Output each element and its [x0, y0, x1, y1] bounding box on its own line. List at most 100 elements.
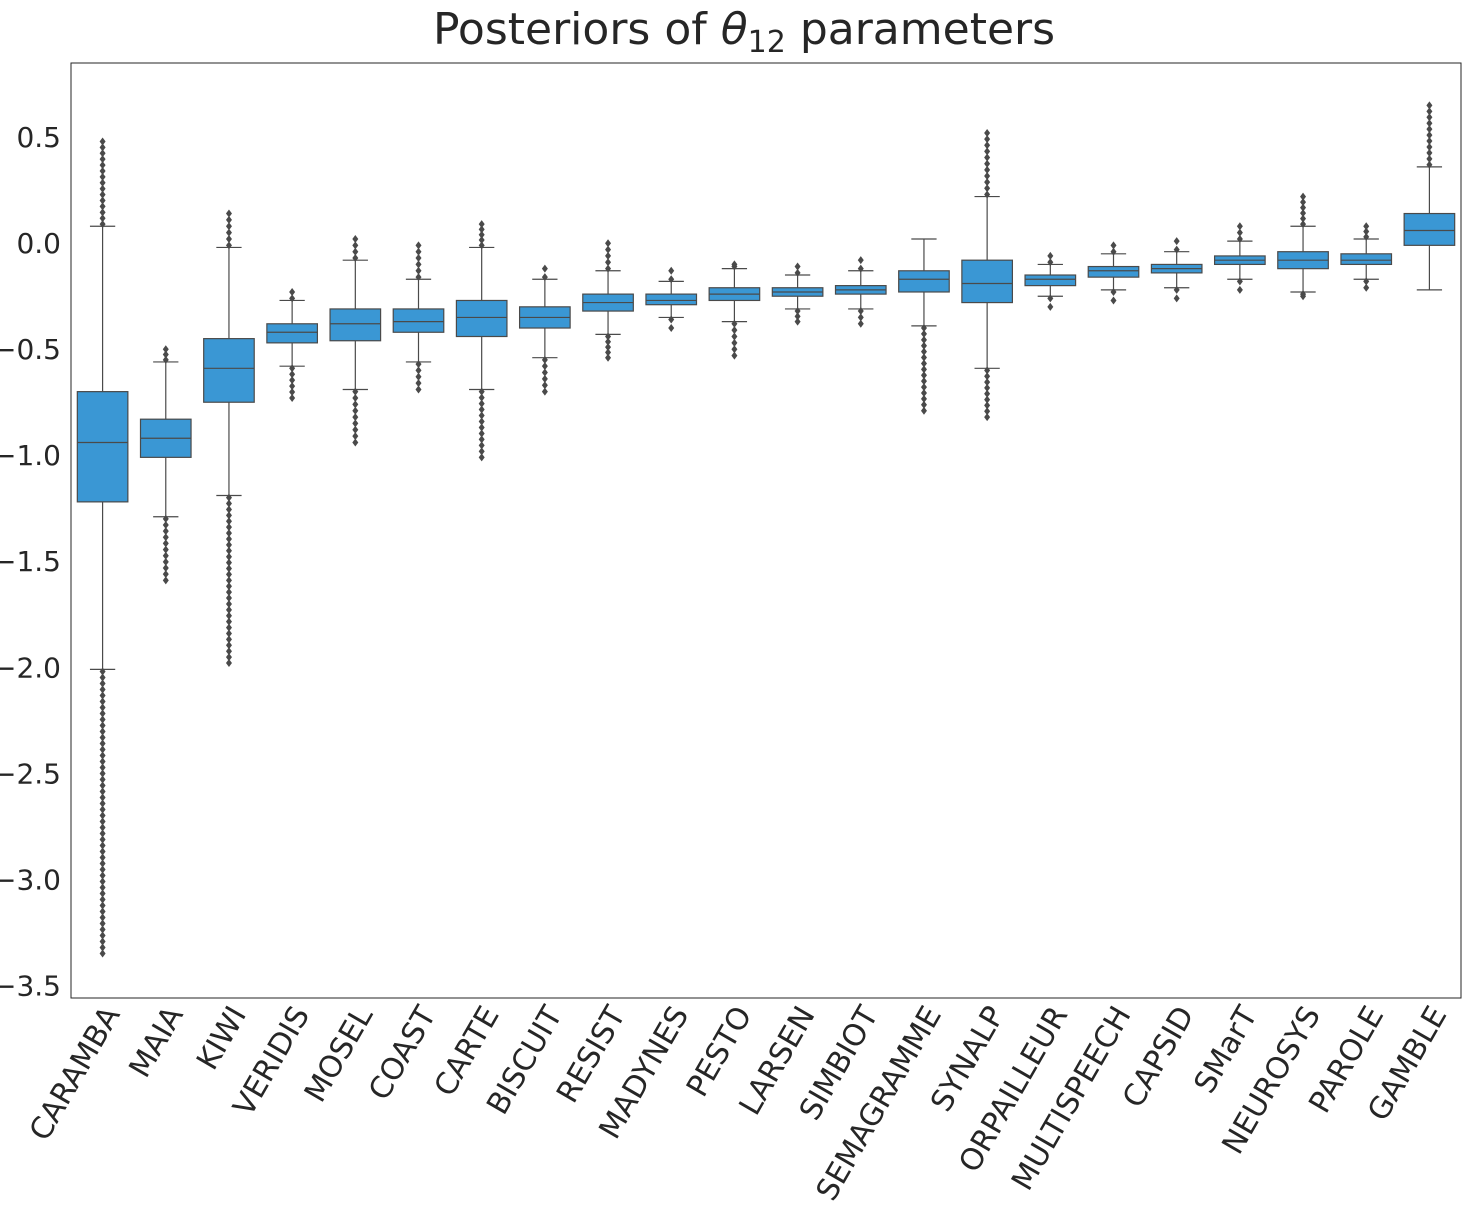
outlier-marker	[984, 153, 991, 162]
outlier-marker	[99, 841, 106, 850]
y-tick-label: −0.5	[0, 333, 61, 366]
outlier-marker	[1110, 296, 1117, 305]
outlier-marker	[225, 511, 232, 520]
box-iqr	[645, 293, 698, 306]
outlier-marker	[1426, 154, 1433, 163]
outlier-marker	[1236, 234, 1243, 243]
outlier-marker	[1426, 119, 1433, 128]
outlier-marker	[99, 721, 106, 730]
outlier-marker	[99, 184, 106, 193]
outlier-marker	[478, 241, 485, 250]
outlier-marker	[99, 943, 106, 952]
outlier-marker	[541, 374, 548, 383]
outlier-marker	[1363, 222, 1370, 231]
outlier-marker	[984, 389, 991, 398]
outlier-marker	[225, 534, 232, 543]
outlier-marker	[99, 949, 106, 958]
outlier-marker	[99, 745, 106, 754]
outlier-marker	[984, 372, 991, 381]
outlier-marker	[99, 781, 106, 790]
outlier-marker	[99, 214, 106, 223]
outlier-marker	[162, 570, 169, 579]
outlier-marker	[794, 312, 801, 321]
outlier-marker	[541, 387, 548, 396]
outlier-marker	[605, 348, 612, 357]
outlier-marker	[225, 635, 232, 644]
title-theta-symbol: θ	[721, 4, 748, 55]
box-iqr	[392, 308, 445, 333]
outlier-marker	[289, 382, 296, 391]
outlier-marker	[99, 155, 106, 164]
outlier-marker	[162, 355, 169, 364]
outlier-marker	[415, 372, 422, 381]
outlier-marker	[99, 703, 106, 712]
outlier-marker	[794, 268, 801, 277]
outlier-marker	[920, 347, 927, 356]
outlier-marker	[857, 264, 864, 273]
outlier-marker	[1426, 125, 1433, 134]
outlier-marker	[1300, 209, 1307, 218]
outlier-marker	[99, 919, 106, 928]
outlier-marker	[225, 564, 232, 573]
outlier-marker	[920, 359, 927, 368]
outlier-marker	[478, 441, 485, 450]
outlier-marker	[920, 394, 927, 403]
outlier-marker	[99, 679, 106, 688]
outlier-marker	[605, 251, 612, 260]
outlier-marker	[731, 262, 738, 271]
outlier-marker	[289, 364, 296, 373]
outlier-marker	[162, 514, 169, 523]
outlier-marker	[1426, 148, 1433, 157]
outlier-marker	[99, 178, 106, 187]
outlier-marker	[984, 366, 991, 375]
outlier-marker	[415, 366, 422, 375]
outlier-marker	[99, 149, 106, 158]
outlier-marker	[920, 406, 927, 415]
outlier-marker	[352, 400, 359, 409]
outlier-marker	[162, 564, 169, 573]
outlier-marker	[99, 799, 106, 808]
outlier-marker	[1426, 101, 1433, 110]
outlier-marker	[99, 907, 106, 916]
outlier-marker	[225, 523, 232, 532]
outlier-marker	[225, 505, 232, 514]
outlier-marker	[225, 594, 232, 603]
outlier-marker	[920, 377, 927, 386]
outlier-marker	[731, 351, 738, 360]
outlier-marker	[289, 388, 296, 397]
outlier-marker	[225, 570, 232, 579]
outlier-marker	[478, 236, 485, 245]
box-iqr	[961, 259, 1014, 304]
outlier-marker	[984, 147, 991, 156]
outlier-marker	[99, 697, 106, 706]
outlier-marker	[1110, 287, 1117, 296]
outlier-marker	[731, 319, 738, 328]
outlier-marker	[415, 254, 422, 263]
outlier-marker	[225, 540, 232, 549]
outlier-marker	[225, 222, 232, 231]
outlier-marker	[605, 239, 612, 248]
outlier-marker	[1363, 277, 1370, 286]
outlier-marker	[162, 520, 169, 529]
outlier-marker	[1363, 283, 1370, 292]
box-iqr	[1024, 274, 1077, 287]
outlier-marker	[984, 378, 991, 387]
outlier-marker	[99, 161, 106, 170]
outlier-marker	[415, 273, 422, 282]
x-category-label: KIWI	[190, 1001, 254, 1077]
outlier-marker	[478, 417, 485, 426]
outlier-marker	[225, 605, 232, 614]
box-iqr	[1087, 265, 1140, 278]
outlier-marker	[352, 254, 359, 263]
outlier-marker	[99, 137, 106, 146]
outlier-marker	[99, 889, 106, 898]
outlier-marker	[162, 539, 169, 548]
outlier-marker	[162, 527, 169, 536]
outlier-marker	[984, 407, 991, 416]
outlier-marker	[1363, 232, 1370, 241]
outlier-marker	[605, 245, 612, 254]
outlier-marker	[984, 141, 991, 150]
outlier-marker	[478, 225, 485, 234]
outlier-marker	[541, 381, 548, 390]
outlier-marker	[352, 432, 359, 441]
